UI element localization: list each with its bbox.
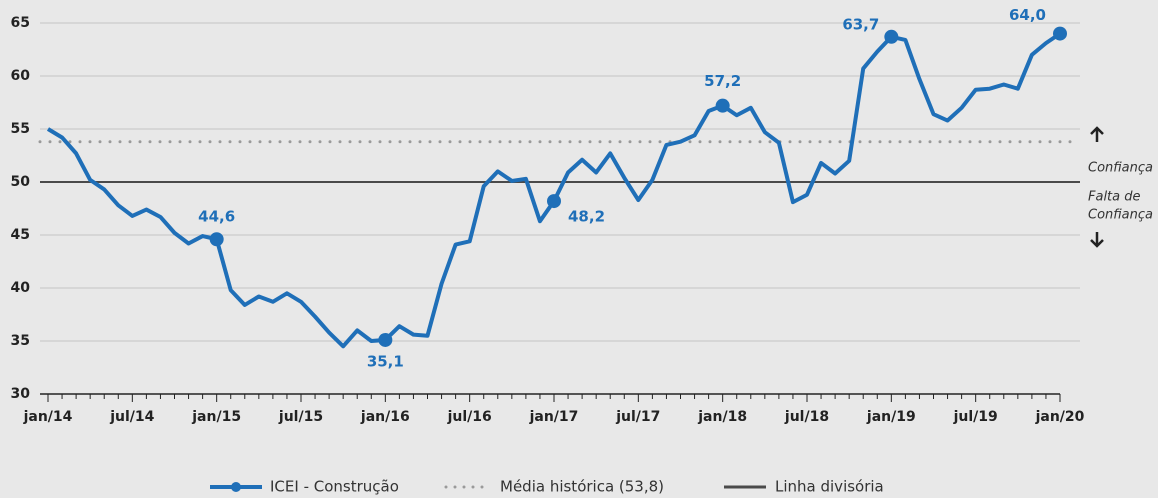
data-point (715, 98, 730, 113)
x-tick-label: jan/20 (1035, 409, 1085, 425)
data-label: 57,2 (704, 72, 741, 90)
data-label: 63,7 (842, 15, 879, 33)
data-point (547, 194, 561, 209)
y-tick-label: 60 (11, 68, 31, 84)
data-label: 44,6 (198, 208, 235, 226)
y-tick-label: 35 (11, 333, 30, 349)
up-arrow (1090, 126, 1104, 142)
data-point (378, 332, 393, 347)
y-tick-label: 45 (11, 227, 30, 243)
x-tick-label: jan/19 (866, 409, 916, 425)
legend-label: Linha divisória (775, 478, 884, 496)
y-tick-label: 50 (11, 174, 31, 190)
y-tick-label: 30 (11, 386, 31, 402)
legend-swatch (231, 482, 241, 492)
annotation: Confiança (1088, 208, 1153, 223)
legend-label: Média histórica (53,8) (500, 478, 664, 496)
legend-label: ICEI - Construção (270, 478, 399, 496)
x-tick-label: jul/16 (447, 409, 492, 425)
x-tick-label: jan/17 (529, 409, 579, 425)
data-point (1053, 26, 1067, 41)
data-point (884, 29, 899, 44)
x-tick-label: jul/18 (784, 409, 829, 425)
data-label: 35,1 (367, 352, 404, 370)
data-point (209, 232, 224, 247)
x-tick-label: jul/14 (109, 409, 154, 425)
y-tick-label: 55 (11, 121, 30, 137)
x-tick-label: jul/15 (278, 409, 323, 425)
x-tick-label: jan/14 (23, 409, 73, 425)
annotation: Confiança (1088, 161, 1153, 176)
down-arrow (1090, 232, 1104, 248)
y-tick-label: 65 (11, 15, 30, 31)
x-tick-label: jan/16 (360, 409, 410, 425)
data-label: 48,2 (568, 208, 605, 226)
x-tick-label: jan/15 (191, 409, 241, 425)
x-tick-label: jan/18 (697, 409, 747, 425)
annotation: Falta de (1088, 190, 1141, 205)
x-tick-label: jul/17 (615, 409, 660, 425)
x-tick-label: jul/19 (953, 409, 998, 425)
y-tick-label: 40 (11, 280, 31, 296)
data-label: 64,0 (1009, 6, 1046, 24)
